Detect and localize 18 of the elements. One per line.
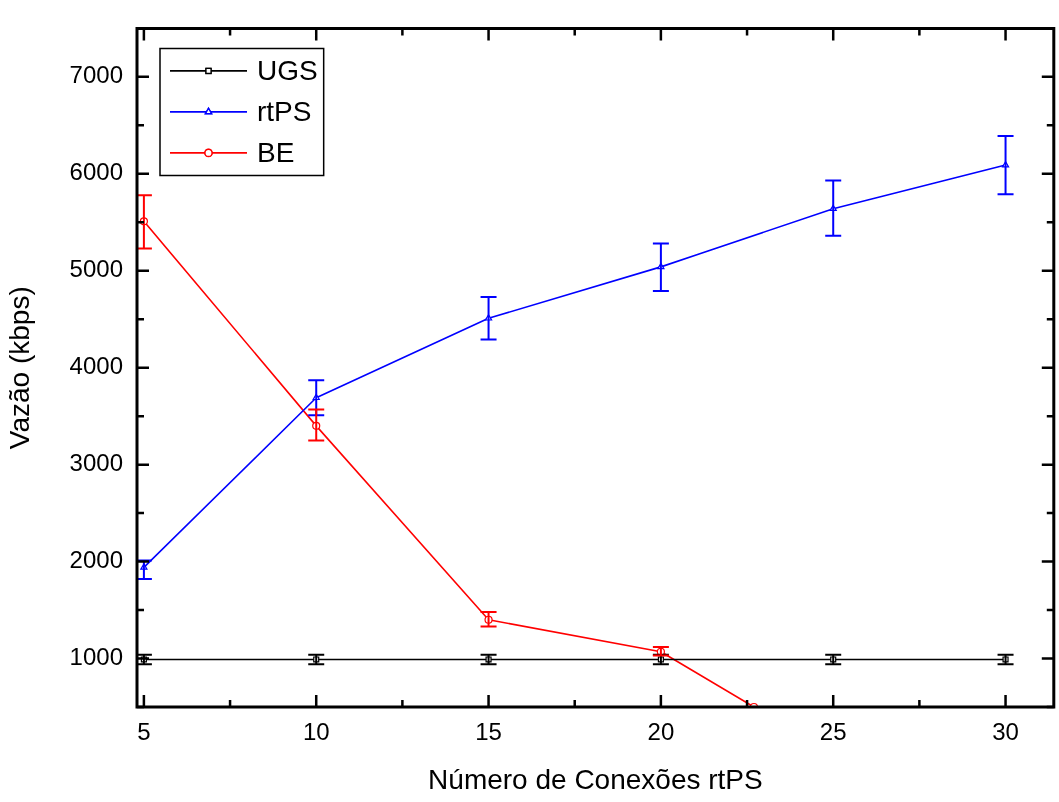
legend-label: rtPS <box>257 95 312 127</box>
x-tick-label: 30 <box>992 718 1019 746</box>
x-tick-label: 20 <box>647 718 675 746</box>
x-tick-label: 25 <box>819 718 847 746</box>
y-tick-label: 5000 <box>69 255 123 283</box>
y-tick-label: 2000 <box>69 546 123 574</box>
y-axis-title: Vazão (kbps) <box>3 286 35 450</box>
y-tick-label: 6000 <box>69 158 123 186</box>
y-tick-label: 4000 <box>69 352 123 380</box>
x-tick-label: 10 <box>302 718 330 746</box>
legend-label: BE <box>257 136 295 168</box>
x-tick-label: 15 <box>475 718 502 746</box>
legend-label: UGS <box>257 54 318 86</box>
y-tick-label: 7000 <box>69 61 123 89</box>
x-axis-title: Número de Conexões rtPS <box>428 763 763 795</box>
y-tick-label: 1000 <box>69 643 123 671</box>
y-tick-label: 3000 <box>69 449 123 477</box>
x-tick-label: 5 <box>137 718 151 746</box>
